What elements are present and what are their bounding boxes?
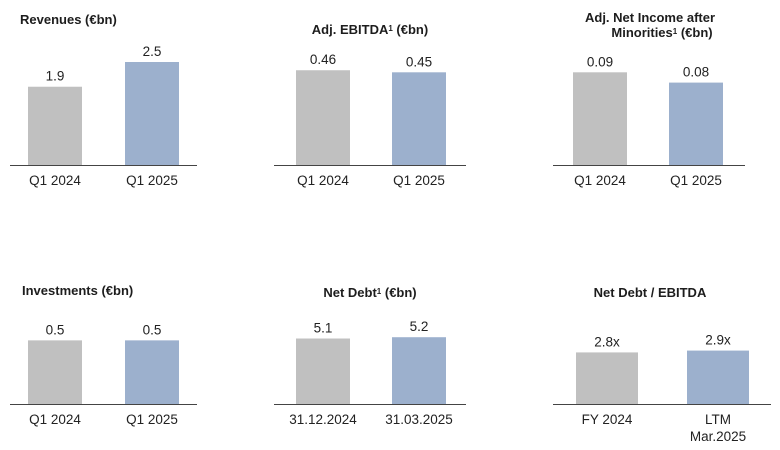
bar-q1-2025 [669, 82, 723, 165]
bar-q1-2025 [125, 62, 179, 165]
bar-q1-2025 [125, 340, 179, 404]
data-label: 0.46 [310, 52, 336, 67]
bar-31-03-2025 [392, 337, 446, 404]
chart-title: Adj. EBITDA1 (€bn) [311, 22, 429, 37]
bar-q1-2024 [28, 340, 82, 404]
category-label: Q1 2024 [297, 173, 349, 188]
data-label: 5.2 [410, 319, 429, 334]
category-label: 31.12.2024 [289, 412, 357, 427]
category-label: Q1 2024 [574, 173, 626, 188]
chart-title: Investments (€bn) [22, 283, 134, 298]
bar-q1-2024 [28, 86, 82, 165]
category-label: Q1 2025 [393, 173, 445, 188]
bar-31-12-2024 [296, 338, 350, 404]
bar-ltm-mar-2025 [687, 350, 749, 404]
bar-q1-2024 [296, 70, 350, 165]
category-label: Q1 2025 [126, 173, 178, 188]
data-label: 0.5 [46, 322, 65, 337]
chart-title: Revenues (€bn) [20, 12, 117, 27]
data-label: 0.08 [683, 65, 709, 80]
bar-q1-2024 [573, 72, 627, 165]
chart-title: Adj. Net Income after Minorities1 (€bn) [584, 10, 716, 40]
bar-q1-2025 [392, 72, 446, 165]
chart-title: Net Debt / EBITDA [593, 285, 707, 300]
bar-fy-2024 [576, 352, 638, 404]
category-label: Q1 2025 [126, 412, 178, 427]
data-label: 2.9x [705, 333, 731, 348]
chart-title: Net Debt1 (€bn) [323, 285, 417, 300]
category-label: LTM Mar.2025 [690, 412, 746, 444]
data-label: 5.1 [314, 320, 333, 335]
category-label: Q1 2024 [29, 173, 81, 188]
data-label: 0.09 [587, 54, 613, 69]
category-label: Q1 2025 [670, 173, 722, 188]
data-label: 2.5 [143, 44, 162, 59]
category-label: FY 2024 [582, 412, 633, 427]
category-label: 31.03.2025 [385, 412, 453, 427]
data-label: 0.5 [143, 322, 162, 337]
data-label: 1.9 [46, 69, 65, 84]
data-label: 0.45 [406, 54, 432, 69]
data-label: 2.8x [594, 334, 620, 349]
category-label: Q1 2024 [29, 412, 81, 427]
